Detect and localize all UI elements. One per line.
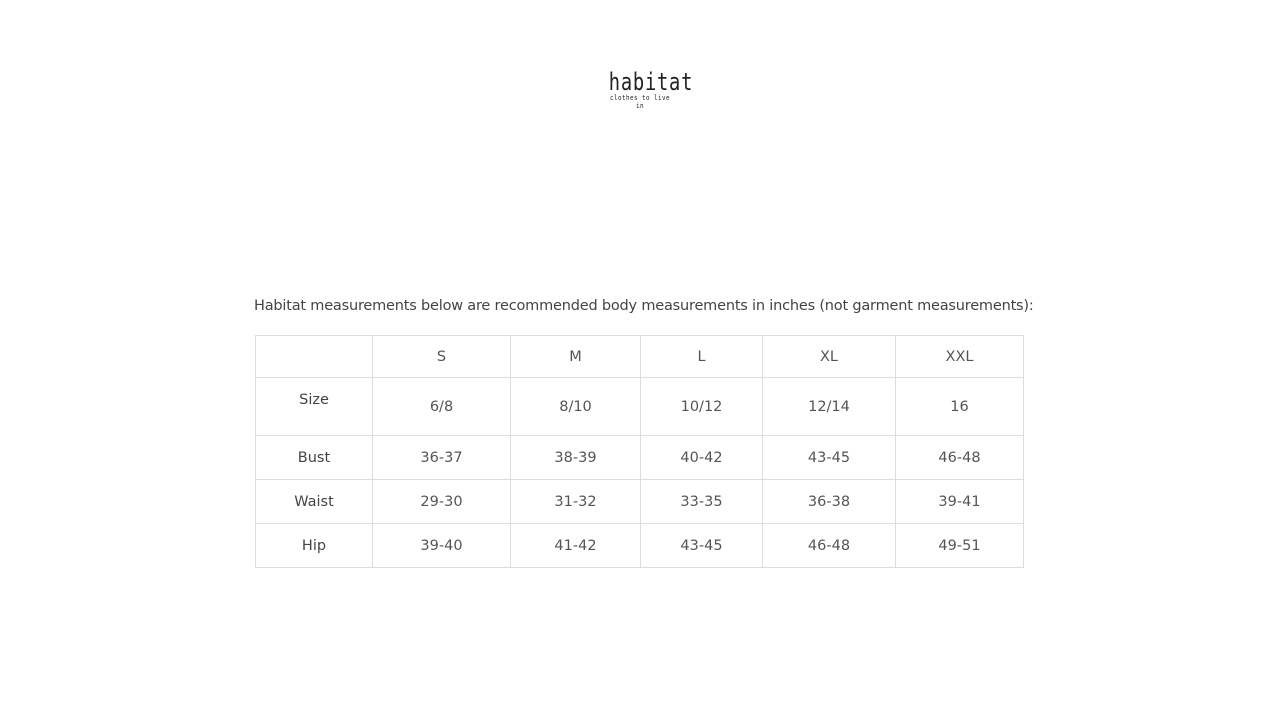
table-cell: 46-48 [895, 435, 1024, 480]
table-cell: 39-41 [895, 479, 1024, 524]
habitat-logo[interactable]: habitat clothes to live in [600, 68, 694, 110]
row-label: Hip [255, 523, 373, 568]
table-cell: 36-38 [762, 479, 896, 524]
logo-wordmark: habitat [608, 68, 694, 96]
table-cell: 33-35 [640, 479, 763, 524]
logo-tagline: clothes to live in [609, 94, 671, 110]
table-cell: 8/10 [510, 377, 641, 436]
header-cell-s: S [372, 335, 511, 378]
table-cell: 29-30 [372, 479, 511, 524]
table-row-bust: Bust 36-37 38-39 40-42 43-45 46-48 [255, 435, 1024, 480]
table-cell: 43-45 [762, 435, 896, 480]
row-label: Size [255, 377, 373, 436]
table-cell: 10/12 [640, 377, 763, 436]
table-cell: 41-42 [510, 523, 641, 568]
table-cell: 49-51 [895, 523, 1024, 568]
header-cell-l: L [640, 335, 763, 378]
table-cell: 43-45 [640, 523, 763, 568]
table-cell: 39-40 [372, 523, 511, 568]
table-cell: 40-42 [640, 435, 763, 480]
row-label: Bust [255, 435, 373, 480]
size-chart-intro: Habitat measurements below are recommend… [254, 298, 1034, 314]
header-cell-xl: XL [762, 335, 896, 378]
row-label: Waist [255, 479, 373, 524]
table-row-size: Size 6/8 8/10 10/12 12/14 16 [255, 377, 1024, 436]
table-cell: 12/14 [762, 377, 896, 436]
header-cell-m: M [510, 335, 641, 378]
table-row-waist: Waist 29-30 31-32 33-35 36-38 39-41 [255, 479, 1024, 524]
table-row-hip: Hip 39-40 41-42 43-45 46-48 49-51 [255, 523, 1024, 568]
header-cell-empty [255, 335, 373, 378]
size-chart-table: S M L XL XXL Size 6/8 8/10 10/12 12/14 1… [255, 335, 1024, 568]
header-cell-xxl: XXL [895, 335, 1024, 378]
table-cell: 31-32 [510, 479, 641, 524]
table-cell: 36-37 [372, 435, 511, 480]
table-cell: 46-48 [762, 523, 896, 568]
table-cell: 38-39 [510, 435, 641, 480]
table-cell: 6/8 [372, 377, 511, 436]
table-cell: 16 [895, 377, 1024, 436]
table-header-row: S M L XL XXL [255, 335, 1024, 378]
